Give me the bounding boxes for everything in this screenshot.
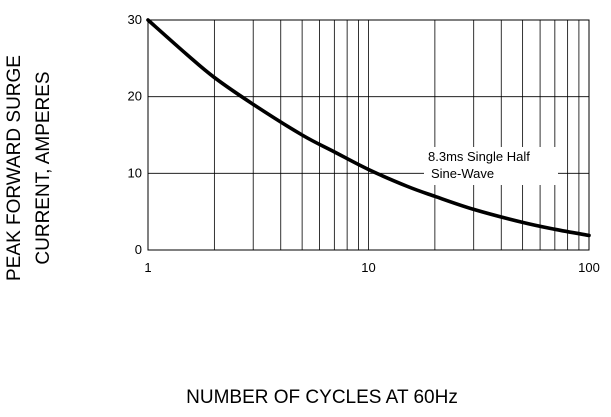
annotation-background: [424, 147, 558, 185]
y-tick-labels: 0 10 20 30: [128, 12, 142, 257]
annotation: 8.3ms Single Half Sine-Wave: [424, 147, 558, 185]
plot-frame: [147, 19, 590, 251]
x-axis-label: NUMBER OF CYCLES AT 60Hz: [186, 387, 458, 408]
y-axis-label-line-1: PEAK FORWARD SURGE: [4, 55, 25, 281]
y-tick-label: 10: [128, 165, 142, 180]
y-tick-label: 30: [128, 12, 142, 27]
y-tick-label: 0: [135, 242, 142, 257]
annotation-line-1: 8.3ms Single Half: [428, 149, 530, 164]
series-layer: [146, 18, 591, 238]
x-tick-label: 100: [578, 260, 600, 275]
y-axis-label-line-2: CURRENT, AMPERES: [33, 71, 54, 264]
y-tick-label: 20: [128, 89, 142, 104]
surge-current-curve: [146, 18, 591, 238]
grid-layer: [148, 20, 589, 250]
annotation-line-2: Sine-Wave: [431, 166, 494, 181]
x-tick-label: 10: [361, 260, 375, 275]
x-tick-label: 1: [144, 260, 151, 275]
x-tick-labels: 1 10 100: [144, 260, 599, 275]
